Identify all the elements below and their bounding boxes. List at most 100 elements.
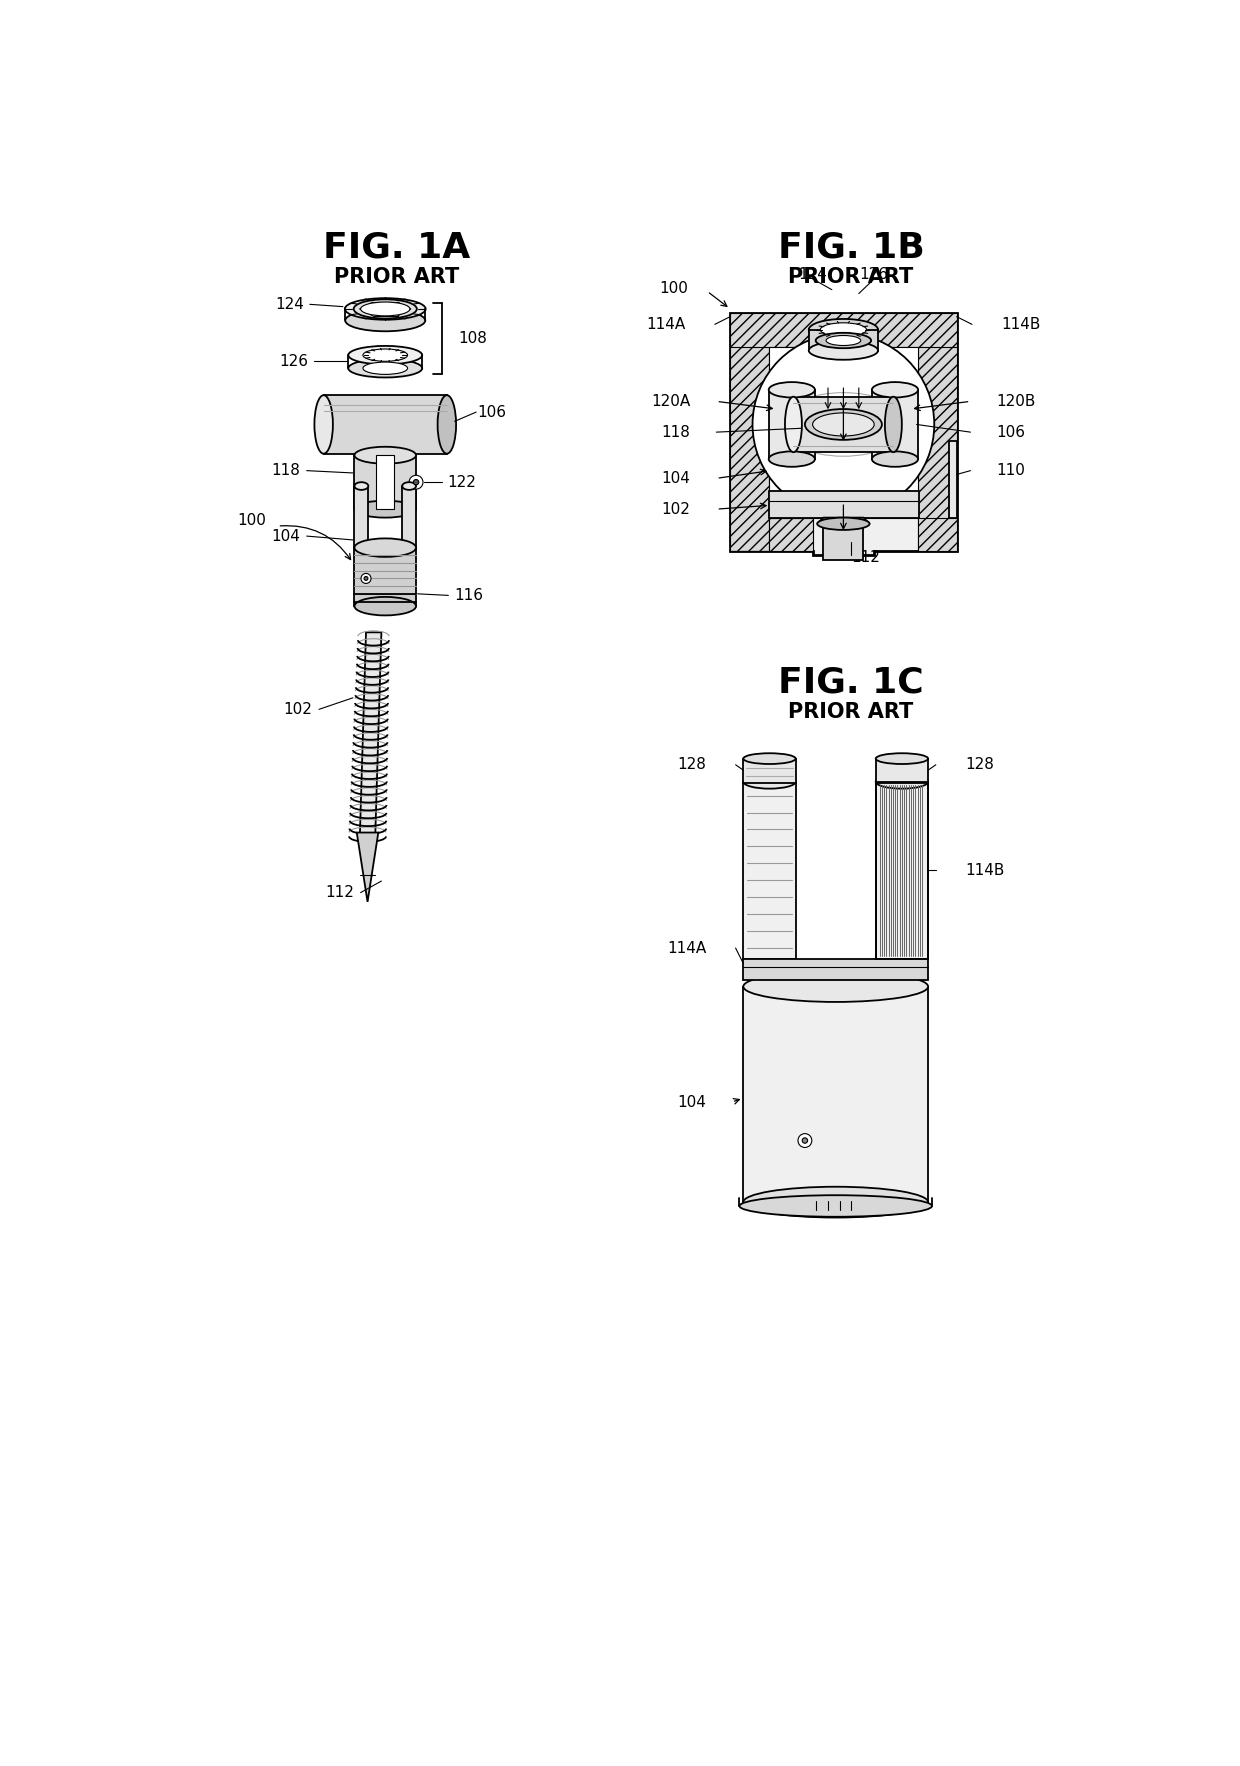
Ellipse shape	[816, 332, 872, 348]
Ellipse shape	[769, 381, 815, 397]
Ellipse shape	[808, 341, 878, 360]
Bar	[769, 390, 815, 459]
Polygon shape	[357, 832, 378, 902]
Ellipse shape	[355, 447, 417, 464]
Ellipse shape	[355, 539, 417, 556]
Ellipse shape	[365, 576, 368, 581]
Text: 112: 112	[851, 551, 880, 565]
Ellipse shape	[355, 502, 417, 517]
Text: 126: 126	[859, 267, 889, 283]
Ellipse shape	[817, 517, 869, 530]
Text: 114B: 114B	[965, 864, 1004, 878]
Polygon shape	[730, 313, 956, 555]
Text: 106: 106	[997, 424, 1025, 440]
Ellipse shape	[355, 597, 417, 615]
Ellipse shape	[402, 482, 417, 489]
Ellipse shape	[345, 309, 425, 332]
Bar	[743, 959, 928, 980]
Text: FIG. 1A: FIG. 1A	[324, 230, 470, 265]
Ellipse shape	[769, 452, 815, 466]
Ellipse shape	[875, 775, 928, 789]
Polygon shape	[730, 313, 769, 551]
Ellipse shape	[885, 397, 901, 452]
Polygon shape	[918, 313, 956, 551]
Text: 128: 128	[677, 758, 707, 772]
Ellipse shape	[743, 1187, 928, 1217]
Ellipse shape	[872, 381, 918, 397]
Ellipse shape	[743, 971, 928, 1001]
Bar	[875, 759, 928, 784]
Ellipse shape	[348, 346, 422, 364]
Text: 108: 108	[459, 330, 487, 346]
Text: 124: 124	[799, 267, 827, 283]
Text: 124: 124	[275, 297, 304, 313]
Text: PRIOR ART: PRIOR ART	[789, 701, 914, 722]
Ellipse shape	[409, 475, 423, 489]
Text: PRIOR ART: PRIOR ART	[334, 267, 460, 286]
Ellipse shape	[413, 480, 419, 486]
Ellipse shape	[812, 413, 874, 436]
Polygon shape	[730, 517, 812, 551]
Ellipse shape	[743, 754, 796, 765]
Text: 122: 122	[446, 475, 476, 489]
Bar	[949, 440, 956, 517]
Ellipse shape	[802, 1137, 807, 1143]
Text: 116: 116	[455, 588, 484, 602]
Ellipse shape	[826, 336, 861, 346]
Polygon shape	[874, 517, 956, 551]
Text: 114A: 114A	[646, 316, 686, 332]
Text: 114B: 114B	[1001, 316, 1040, 332]
Ellipse shape	[353, 298, 417, 318]
Ellipse shape	[743, 775, 796, 789]
Ellipse shape	[753, 334, 934, 516]
Bar	[355, 547, 417, 606]
Text: 100: 100	[237, 514, 265, 528]
Text: 118: 118	[272, 463, 300, 479]
Bar	[808, 330, 878, 350]
Polygon shape	[360, 632, 382, 837]
Text: PRIOR ART: PRIOR ART	[789, 267, 914, 286]
Bar	[875, 782, 928, 959]
Text: 104: 104	[677, 1095, 707, 1109]
Bar	[376, 456, 394, 509]
Ellipse shape	[875, 754, 928, 765]
Bar	[743, 759, 796, 784]
Text: 120A: 120A	[651, 394, 691, 410]
Text: FIG. 1B: FIG. 1B	[777, 230, 925, 265]
Text: 110: 110	[997, 463, 1025, 479]
Text: 106: 106	[477, 404, 507, 420]
Ellipse shape	[348, 358, 422, 378]
Ellipse shape	[355, 482, 368, 489]
Bar	[355, 486, 368, 547]
Text: 104: 104	[272, 528, 300, 544]
Bar	[324, 396, 446, 454]
Text: 126: 126	[279, 353, 309, 369]
Polygon shape	[769, 346, 918, 517]
Bar	[823, 517, 863, 560]
Polygon shape	[817, 517, 869, 525]
Text: 102: 102	[661, 502, 691, 517]
Ellipse shape	[739, 1196, 932, 1217]
Text: 120B: 120B	[997, 394, 1035, 410]
Text: 118: 118	[661, 424, 691, 440]
Bar	[743, 987, 928, 1203]
Ellipse shape	[805, 410, 882, 440]
Text: 100: 100	[658, 281, 688, 295]
Bar	[743, 782, 796, 959]
Ellipse shape	[808, 320, 878, 341]
Text: 102: 102	[283, 701, 312, 717]
Polygon shape	[730, 313, 956, 346]
Ellipse shape	[821, 323, 867, 337]
Bar	[872, 390, 918, 459]
Ellipse shape	[363, 350, 408, 362]
Ellipse shape	[799, 1134, 812, 1148]
Text: 112: 112	[326, 885, 355, 901]
Text: 114A: 114A	[667, 941, 707, 955]
Ellipse shape	[315, 396, 332, 454]
Bar	[875, 782, 928, 959]
Bar	[355, 456, 417, 509]
Ellipse shape	[345, 298, 425, 320]
Bar	[769, 491, 919, 517]
Ellipse shape	[872, 452, 918, 466]
Text: 128: 128	[965, 758, 994, 772]
